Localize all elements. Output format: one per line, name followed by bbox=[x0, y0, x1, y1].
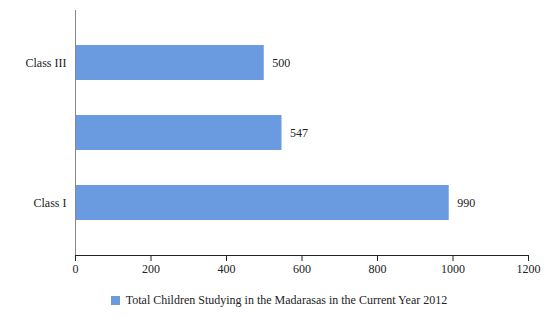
svg-text:400: 400 bbox=[218, 262, 236, 276]
svg-text:990: 990 bbox=[457, 196, 475, 210]
svg-text:1200: 1200 bbox=[517, 262, 541, 276]
html-text:Total Children Studying in the: Total Children Studying in the Madarasas… bbox=[125, 293, 448, 307]
svg-text:500: 500 bbox=[272, 56, 290, 70]
svg-text:0: 0 bbox=[73, 262, 79, 276]
svg-text:200: 200 bbox=[142, 262, 160, 276]
svg-text:1000: 1000 bbox=[441, 262, 465, 276]
svg-text:800: 800 bbox=[369, 262, 387, 276]
svg-text:547: 547 bbox=[290, 126, 308, 140]
svg-text:Class III: Class III bbox=[26, 56, 67, 70]
svg-text:Class I: Class I bbox=[34, 196, 67, 210]
svg-text:600: 600 bbox=[293, 262, 311, 276]
